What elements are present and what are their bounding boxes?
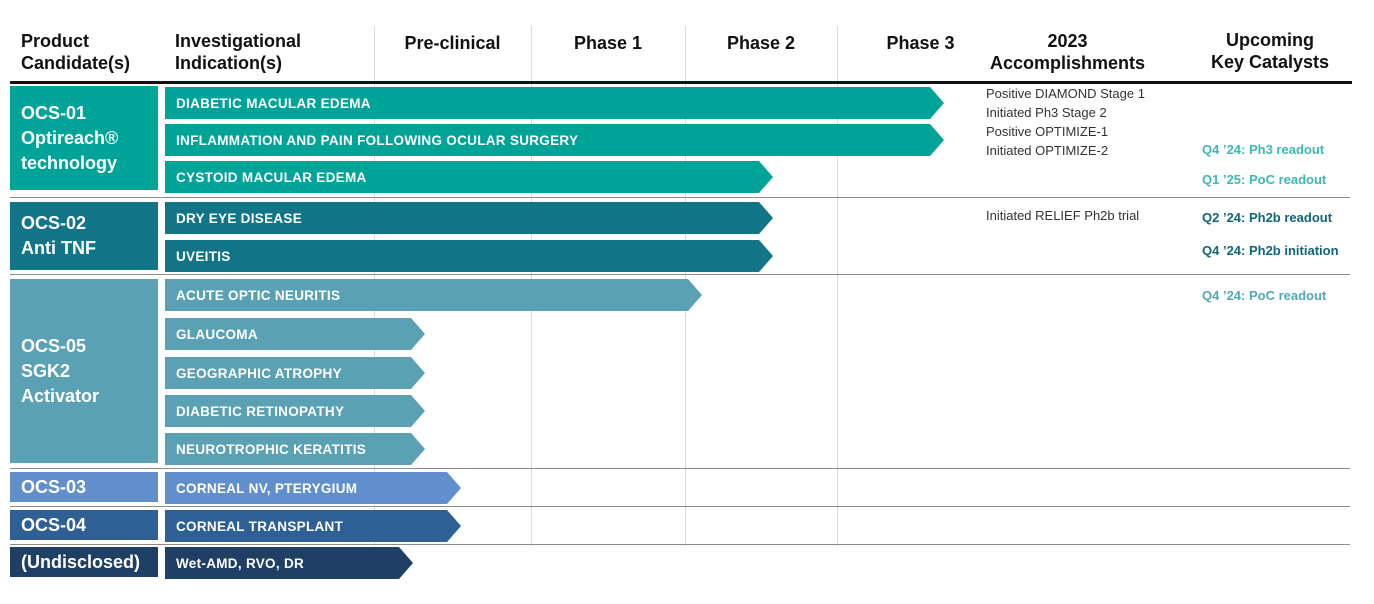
accomplishment-item: Initiated Ph3 Stage 2 — [986, 105, 1107, 120]
row-divider-ocs04 — [10, 544, 1350, 545]
candidate-label: (Undisclosed) — [21, 551, 141, 572]
pipeline-bar: ACUTE OPTIC NEURITIS — [165, 279, 702, 311]
candidate-label: OCS-01 — [21, 102, 87, 123]
header-accomplishments: 2023 Accomplishments — [980, 30, 1155, 74]
header-product-candidates: Product Candidate(s) — [21, 30, 130, 74]
pipeline-bar-label: NEUROTROPHIC KERATITIS — [176, 441, 367, 457]
pipeline-bar: CORNEAL NV, PTERYGIUM — [165, 472, 461, 504]
candidate-label: Anti TNF — [21, 238, 96, 258]
accomplishments-ocs01: Positive DIAMOND Stage 1 Initiated Ph3 S… — [986, 84, 1145, 160]
pipeline-bar: DIABETIC MACULAR EDEMA — [165, 87, 944, 119]
pipeline-bar-label: GEOGRAPHIC ATROPHY — [176, 365, 342, 381]
pipeline-bar-label: DIABETIC MACULAR EDEMA — [176, 95, 371, 111]
candidate-label: OCS-04 — [21, 514, 87, 535]
pipeline-bar: DRY EYE DISEASE — [165, 202, 773, 234]
pipeline-bar: GLAUCOMA — [165, 318, 425, 350]
pipeline-bar: CYSTOID MACULAR EDEMA — [165, 161, 773, 193]
pipeline-bar-label: Wet-AMD, RVO, DR — [176, 555, 305, 571]
candidate-ocs-02: OCS-02 Anti TNF — [10, 202, 158, 270]
pipeline-bar-label: DRY EYE DISEASE — [176, 210, 303, 226]
catalyst-item: Q2 ’24: Ph2b readout — [1202, 210, 1333, 225]
pipeline-bar-label: UVEITIS — [176, 248, 231, 264]
candidate-label: OCS-02 — [21, 213, 87, 233]
row-divider-ocs05 — [10, 468, 1350, 469]
header-product-line2: Candidate(s) — [21, 53, 131, 73]
gridline-phase3-start — [837, 26, 838, 546]
accomplishment-item: Initiated RELIEF Ph2b trial — [986, 208, 1140, 223]
header-catalysts: Upcoming Key Catalysts — [1190, 29, 1350, 73]
header-phase3: Phase 3 — [886, 33, 955, 53]
pipeline-bar: UVEITIS — [165, 240, 773, 272]
catalyst-item: Q4 ’24: Ph3 readout — [1202, 142, 1325, 157]
header-catalysts-line2: Key Catalysts — [1210, 52, 1330, 72]
header-accomplishments-line2: Accomplishments — [989, 53, 1146, 73]
row-divider-ocs02 — [10, 274, 1350, 275]
accomplishments-ocs02: Initiated RELIEF Ph2b trial — [986, 206, 1139, 225]
candidate-ocs-01: OCS-01 Optireach® technology — [10, 86, 158, 190]
catalyst-item: Q4 ’24: PoC readout — [1202, 288, 1327, 303]
candidate-ocs-04: OCS-04 — [10, 510, 158, 540]
catalyst-item: Q4 ’24: Ph2b initiation — [1202, 243, 1339, 258]
header-divider — [10, 81, 1352, 84]
pipeline-bar: INFLAMMATION AND PAIN FOLLOWING OCULAR S… — [165, 124, 944, 156]
accomplishment-item: Positive DIAMOND Stage 1 — [986, 86, 1145, 101]
header-indication-line1: Investigational — [175, 31, 302, 51]
candidate-label: OCS-03 — [21, 476, 87, 497]
candidate-ocs-03: OCS-03 — [10, 472, 158, 502]
candidate-ocs-05: OCS-05 SGK2 Activator — [10, 279, 158, 463]
pipeline-bar-label: CORNEAL TRANSPLANT — [176, 518, 344, 534]
pipeline-bar-label: DIABETIC RETINOPATHY — [176, 403, 345, 419]
accomplishment-item: Initiated OPTIMIZE-2 — [986, 143, 1109, 158]
accomplishment-item: Positive OPTIMIZE-1 — [986, 124, 1109, 139]
pipeline-bar-label: GLAUCOMA — [176, 326, 258, 342]
candidate-label: technology — [21, 152, 118, 173]
candidate-label: Optireach® — [21, 127, 119, 148]
pipeline-bar: GEOGRAPHIC ATROPHY — [165, 357, 425, 389]
header-product-line1: Product — [21, 31, 90, 51]
row-divider-ocs03 — [10, 506, 1350, 507]
pipeline-bar: NEUROTROPHIC KERATITIS — [165, 433, 425, 465]
header-indications: Investigational Indication(s) — [175, 30, 301, 74]
header-preclinical: Pre-clinical — [404, 33, 501, 53]
pipeline-bar-label: CORNEAL NV, PTERYGIUM — [176, 480, 358, 496]
candidate-label: SGK2 — [21, 360, 71, 381]
pipeline-bar-label: ACUTE OPTIC NEURITIS — [176, 287, 341, 303]
row-divider-ocs01 — [10, 197, 1350, 198]
pipeline-bar-label: INFLAMMATION AND PAIN FOLLOWING OCULAR S… — [176, 132, 579, 148]
pipeline-bar: Wet-AMD, RVO, DR — [165, 547, 413, 579]
candidate-undisclosed: (Undisclosed) — [10, 547, 158, 577]
pipeline-bar: CORNEAL TRANSPLANT — [165, 510, 461, 542]
header-accomplishments-line1: 2023 — [1047, 31, 1088, 51]
header-indication-line2: Indication(s) — [175, 53, 282, 73]
pipeline-bar: DIABETIC RETINOPATHY — [165, 395, 425, 427]
header-phase2: Phase 2 — [726, 33, 796, 53]
header-catalysts-line1: Upcoming — [1226, 30, 1314, 50]
catalyst-item: Q1 ’25: PoC readout — [1202, 172, 1327, 187]
candidate-label: OCS-05 — [21, 335, 87, 356]
candidate-label: Activator — [21, 385, 100, 406]
pipeline-bar-label: CYSTOID MACULAR EDEMA — [176, 169, 367, 185]
header-phase1: Phase 1 — [573, 33, 643, 53]
